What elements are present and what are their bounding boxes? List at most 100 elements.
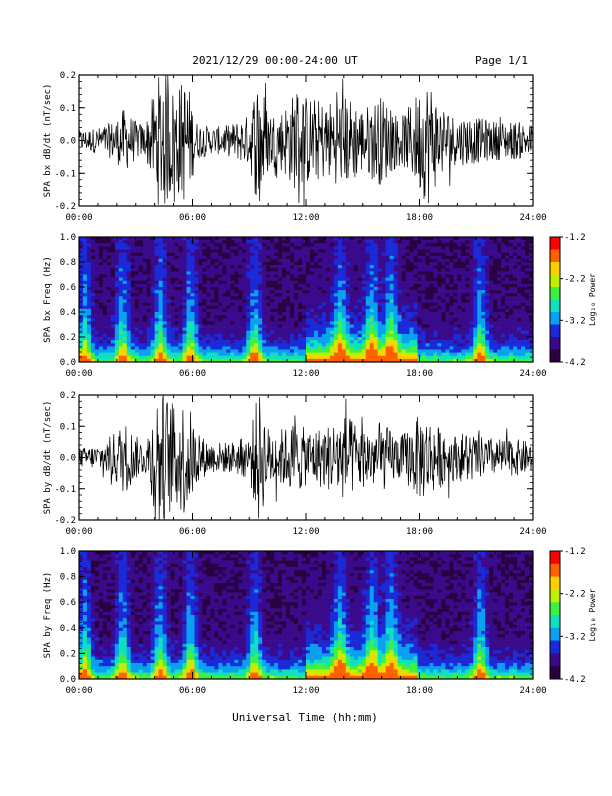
heat-cell	[513, 315, 517, 318]
heat-cell	[147, 315, 151, 318]
heat-cell	[242, 296, 246, 299]
heat-cell	[214, 281, 218, 284]
heat-cell	[457, 325, 461, 328]
heat-cell	[505, 287, 509, 290]
heat-cell	[473, 353, 477, 356]
heat-cell	[378, 315, 382, 318]
heat-cell	[79, 577, 83, 581]
heat-cell	[433, 262, 437, 265]
heat-cell	[445, 293, 449, 296]
heat-cell	[230, 243, 234, 246]
heat-cell	[310, 337, 314, 340]
heat-cell	[246, 281, 250, 284]
heat-cell	[517, 275, 521, 278]
heat-cell	[310, 315, 314, 318]
heat-cell	[278, 275, 282, 278]
heat-cell	[183, 268, 187, 271]
heat-cell	[421, 312, 425, 315]
heat-cell	[179, 293, 183, 296]
heat-cell	[179, 343, 183, 346]
heat-cell	[358, 271, 362, 274]
heat-cell	[123, 293, 127, 296]
heat-cell	[159, 340, 163, 343]
heat-cell	[147, 278, 151, 281]
heat-cell	[298, 275, 302, 278]
heat-cell	[167, 243, 171, 246]
heat-cell	[234, 309, 238, 312]
heat-cell	[366, 243, 370, 246]
heat-cell	[171, 318, 175, 321]
heat-cell	[270, 309, 274, 312]
heat-cell	[418, 309, 422, 312]
heat-cell	[513, 275, 517, 278]
heat-cell	[175, 271, 179, 274]
heat-cell	[521, 262, 525, 265]
heat-cell	[159, 306, 163, 309]
heat-cell	[191, 253, 195, 256]
heat-cell	[449, 296, 453, 299]
heat-cell	[250, 265, 254, 268]
heat-cell	[191, 278, 195, 281]
heat-cell	[386, 281, 390, 284]
heat-cell	[246, 290, 250, 293]
heat-cell	[418, 300, 422, 303]
heat-cell	[187, 318, 191, 321]
heat-cell	[378, 256, 382, 259]
heat-cell	[167, 296, 171, 299]
heat-cell	[521, 240, 525, 243]
heat-cell	[366, 337, 370, 340]
heat-cell	[414, 268, 418, 271]
heat-cell	[481, 328, 485, 331]
heat-cell	[410, 246, 414, 249]
heat-cell	[493, 346, 497, 349]
heat-cell	[266, 265, 270, 268]
heat-cell	[366, 300, 370, 303]
heat-cell	[437, 240, 441, 243]
heat-cell	[143, 306, 147, 309]
heat-cell	[517, 281, 521, 284]
y-tick-label: 0.1	[60, 104, 76, 114]
heat-cell	[429, 296, 433, 299]
heat-cell	[310, 265, 314, 268]
heat-cell	[91, 259, 95, 262]
heat-cell	[99, 296, 103, 299]
heat-cell	[151, 240, 155, 243]
heat-cell	[107, 321, 111, 324]
heat-cell	[119, 281, 123, 284]
heat-cell	[103, 325, 107, 328]
heat-cell	[99, 303, 103, 306]
heat-cell	[107, 281, 111, 284]
heat-cell	[206, 346, 210, 349]
heat-cell	[183, 243, 187, 246]
heat-cell	[115, 343, 119, 346]
heat-cell	[202, 346, 206, 349]
heat-cell	[262, 353, 266, 356]
heat-cell	[151, 303, 155, 306]
heat-cell	[469, 306, 473, 309]
heat-cell	[258, 356, 262, 359]
heat-cell	[95, 275, 99, 278]
heat-cell	[163, 262, 167, 265]
heat-cell	[481, 296, 485, 299]
heat-cell	[525, 287, 529, 290]
heat-cell	[310, 287, 314, 290]
heat-cell	[274, 325, 278, 328]
heat-cell	[298, 346, 302, 349]
heat-cell	[290, 321, 294, 324]
heat-cell	[505, 250, 509, 253]
heat-cell	[314, 337, 318, 340]
heat-cell	[143, 293, 147, 296]
heat-cell	[477, 256, 481, 259]
heat-cell	[278, 240, 282, 243]
heat-cell	[453, 256, 457, 259]
heat-cell	[441, 293, 445, 296]
heat-cell	[238, 315, 242, 318]
heat-cell	[230, 337, 234, 340]
heat-cell	[91, 287, 95, 290]
heat-cell	[410, 253, 414, 256]
heat-cell	[489, 315, 493, 318]
heat-cell	[238, 318, 242, 321]
heat-cell	[421, 343, 425, 346]
heat-cell	[83, 240, 87, 243]
heat-cell	[302, 306, 306, 309]
